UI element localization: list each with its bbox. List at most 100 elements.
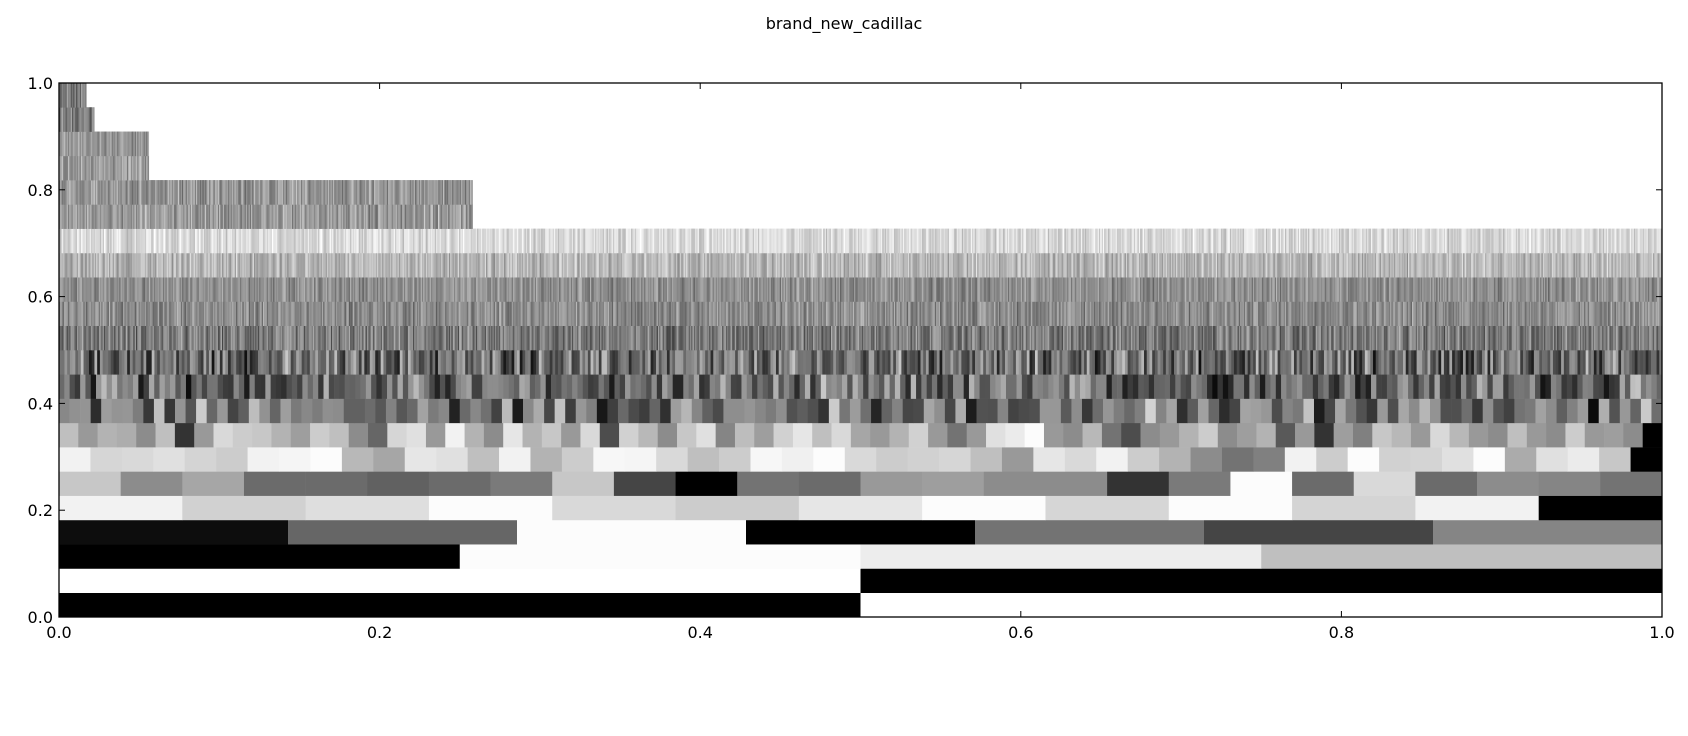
- heatmap-cell: [515, 277, 518, 302]
- heatmap-cell: [1198, 422, 1219, 448]
- heatmap-cell: [1264, 301, 1267, 327]
- heatmap-cell: [872, 325, 874, 351]
- heatmap-cell: [841, 301, 843, 327]
- heatmap-cell: [721, 350, 725, 375]
- heatmap-cell: [1318, 277, 1320, 302]
- heatmap-cell: [798, 301, 801, 327]
- heatmap-cell: [1197, 277, 1200, 302]
- heatmap-cell: [59, 374, 65, 399]
- heatmap-cell: [952, 277, 955, 302]
- heatmap-cell: [1291, 277, 1293, 302]
- heatmap-cell: [1373, 277, 1376, 302]
- heatmap-cell: [462, 301, 465, 327]
- heatmap-cell: [1238, 374, 1245, 399]
- heatmap-cell: [501, 398, 513, 424]
- heatmap-cell: [922, 471, 985, 496]
- heatmap-cell: [1255, 301, 1258, 327]
- heatmap-cell: [102, 301, 105, 327]
- heatmap-cell: [845, 301, 847, 327]
- heatmap-cell: [978, 325, 981, 351]
- heatmap-cell: [1338, 325, 1341, 351]
- heatmap-cell: [1237, 301, 1240, 327]
- heatmap-cell: [382, 277, 384, 302]
- heatmap-cell: [1377, 398, 1389, 424]
- heatmap-cell: [1468, 422, 1489, 448]
- heatmap-cell: [478, 277, 480, 302]
- heatmap-cell: [1556, 398, 1568, 424]
- heatmap-cell: [1550, 277, 1553, 302]
- heatmap-cell: [1409, 277, 1411, 302]
- heatmap-cell: [534, 301, 537, 327]
- heatmap-cell: [1234, 301, 1237, 327]
- heatmap-cell: [993, 325, 996, 351]
- heatmap-cell: [810, 374, 816, 399]
- heatmap-cell: [1164, 374, 1171, 399]
- heatmap-cell: [1582, 301, 1585, 327]
- heatmap-cell: [1046, 325, 1049, 351]
- heatmap-cell: [664, 301, 666, 327]
- heatmap-cell: [98, 325, 101, 351]
- heatmap-cell: [373, 277, 375, 302]
- heatmap-cell: [301, 277, 303, 302]
- heatmap-cell: [1518, 277, 1520, 302]
- heatmap-cell: [1024, 325, 1027, 351]
- heatmap-cell: [402, 374, 409, 399]
- heatmap-cell: [263, 350, 267, 375]
- heatmap-cell: [670, 301, 673, 327]
- heatmap-cell: [521, 277, 524, 302]
- heatmap-cell: [1347, 277, 1350, 302]
- heatmap-cell: [1124, 398, 1135, 424]
- heatmap-cell: [883, 301, 886, 327]
- heatmap-cell: [384, 277, 387, 302]
- heatmap-cell: [348, 277, 351, 302]
- heatmap-cell: [636, 325, 638, 351]
- heatmap-cell: [425, 325, 428, 351]
- heatmap-cell: [573, 325, 575, 351]
- heatmap-cell: [1585, 301, 1587, 327]
- heatmap-cell: [182, 495, 306, 521]
- heatmap-cell: [973, 277, 975, 302]
- heatmap-cell: [1415, 301, 1418, 327]
- heatmap-cell: [369, 301, 371, 327]
- heatmap-cell: [972, 277, 974, 302]
- heatmap-cell: [1606, 277, 1609, 302]
- heatmap-cell: [628, 277, 630, 302]
- heatmap-cell: [351, 301, 353, 327]
- heatmap-cell: [162, 301, 165, 327]
- heatmap-cell: [1626, 301, 1628, 327]
- heatmap-cell: [1149, 325, 1151, 351]
- heatmap-cell: [1331, 277, 1333, 302]
- heatmap-cell: [688, 301, 691, 327]
- heatmap-cell: [746, 325, 748, 351]
- heatmap-cell: [385, 398, 397, 424]
- heatmap-cell: [387, 277, 389, 302]
- heatmap-cell: [1614, 277, 1617, 302]
- heatmap-cell: [1333, 277, 1336, 302]
- heatmap-cell: [576, 350, 581, 375]
- heatmap-cell: [1305, 301, 1308, 327]
- heatmap-cell: [825, 301, 828, 327]
- heatmap-cell: [530, 350, 534, 375]
- heatmap-cell: [392, 277, 395, 302]
- heatmap-cell: [1381, 374, 1388, 399]
- heatmap-cell: [328, 277, 330, 302]
- heatmap-cell: [1183, 277, 1186, 302]
- heatmap-cell: [990, 374, 996, 399]
- heatmap-cell: [1249, 301, 1251, 327]
- heatmap-cell: [309, 350, 313, 375]
- heatmap-cell: [187, 325, 189, 351]
- heatmap-cell: [1340, 277, 1342, 302]
- heatmap-cell: [405, 301, 407, 327]
- heatmap-cell: [1005, 301, 1007, 327]
- heatmap-cell: [1039, 398, 1051, 424]
- heatmap-cell: [1261, 277, 1264, 302]
- heatmap-cell: [143, 374, 150, 399]
- heatmap-cell: [579, 277, 582, 302]
- heatmap-cell: [695, 277, 697, 302]
- heatmap-cell: [66, 277, 69, 302]
- heatmap-cell: [700, 277, 702, 302]
- heatmap-cell: [943, 277, 946, 302]
- heatmap-cell: [1049, 325, 1051, 351]
- heatmap-cell: [938, 301, 941, 327]
- heatmap-cell: [509, 301, 511, 327]
